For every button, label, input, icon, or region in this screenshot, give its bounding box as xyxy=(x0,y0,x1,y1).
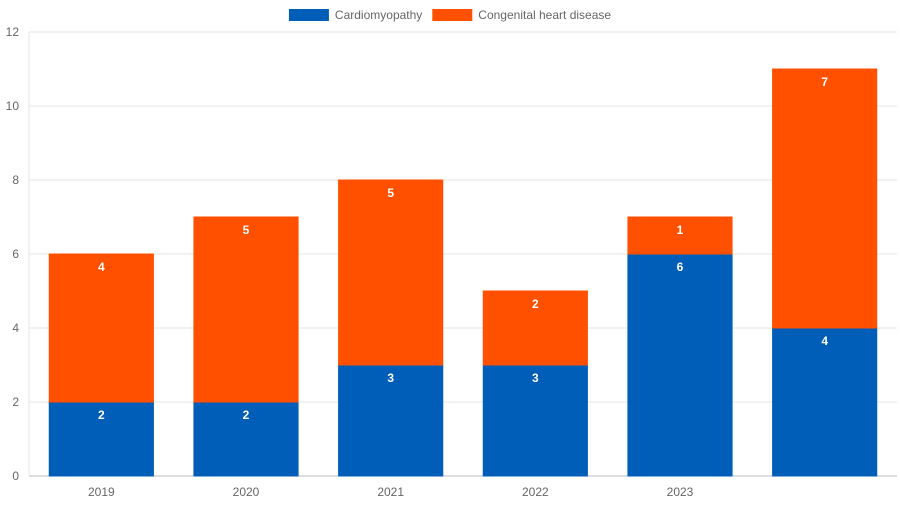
y-tick-label: 10 xyxy=(6,99,20,113)
legend-label: Congenital heart disease xyxy=(478,8,611,22)
x-tick-label: 2019 xyxy=(88,485,115,499)
legend-item[interactable]: Cardiomyopathy xyxy=(288,8,422,22)
bar-segment[interactable] xyxy=(338,364,444,477)
bar-segment[interactable] xyxy=(338,179,444,366)
bar-segment[interactable] xyxy=(627,253,733,477)
data-label: 5 xyxy=(243,223,250,237)
data-label: 6 xyxy=(677,260,684,274)
data-label: 5 xyxy=(387,186,394,200)
data-label: 2 xyxy=(98,408,105,422)
data-labels: 2 4 2 5 3 5 3 2 6 1 4 7 xyxy=(98,75,828,422)
legend: Cardiomyopathy Congenital heart disease xyxy=(288,8,611,22)
bars xyxy=(48,68,878,477)
y-tick-label: 2 xyxy=(12,395,19,409)
x-tick-label: 2020 xyxy=(233,485,260,499)
x-tick-label: 2022 xyxy=(522,485,549,499)
data-label: 3 xyxy=(532,371,539,385)
legend-item[interactable]: Congenital heart disease xyxy=(432,8,611,22)
y-axis: 0 2 4 6 8 10 12 xyxy=(6,25,30,483)
bar-segment[interactable] xyxy=(482,290,588,366)
bar-segment[interactable] xyxy=(482,364,588,477)
legend-swatch xyxy=(288,9,329,21)
legend-label: Cardiomyopathy xyxy=(335,8,422,22)
bar-segment[interactable] xyxy=(772,68,878,329)
y-tick-label: 0 xyxy=(12,469,19,483)
data-label: 1 xyxy=(677,223,684,237)
data-label: 4 xyxy=(98,260,105,274)
y-tick-label: 4 xyxy=(12,321,19,335)
y-tick-label: 8 xyxy=(12,173,19,187)
x-tick-label: 2023 xyxy=(667,485,694,499)
bar-segment[interactable] xyxy=(48,401,154,477)
y-tick-label: 12 xyxy=(6,25,20,39)
x-tick-label: 2021 xyxy=(377,485,404,499)
bar-segment[interactable] xyxy=(193,401,299,477)
data-label: 4 xyxy=(821,334,828,348)
y-tick-label: 6 xyxy=(12,247,19,261)
data-label: 3 xyxy=(387,371,394,385)
bar-segment[interactable] xyxy=(772,327,878,477)
bar-segment[interactable] xyxy=(48,253,154,403)
bar-segment[interactable] xyxy=(627,216,733,255)
data-label: 2 xyxy=(243,408,250,422)
data-label: 2 xyxy=(532,297,539,311)
bar-segment[interactable] xyxy=(193,216,299,403)
gridlines xyxy=(29,31,897,477)
legend-swatch xyxy=(432,9,473,21)
data-label: 7 xyxy=(821,75,828,89)
x-axis: 2019 2020 2021 2022 2023 xyxy=(88,485,694,499)
